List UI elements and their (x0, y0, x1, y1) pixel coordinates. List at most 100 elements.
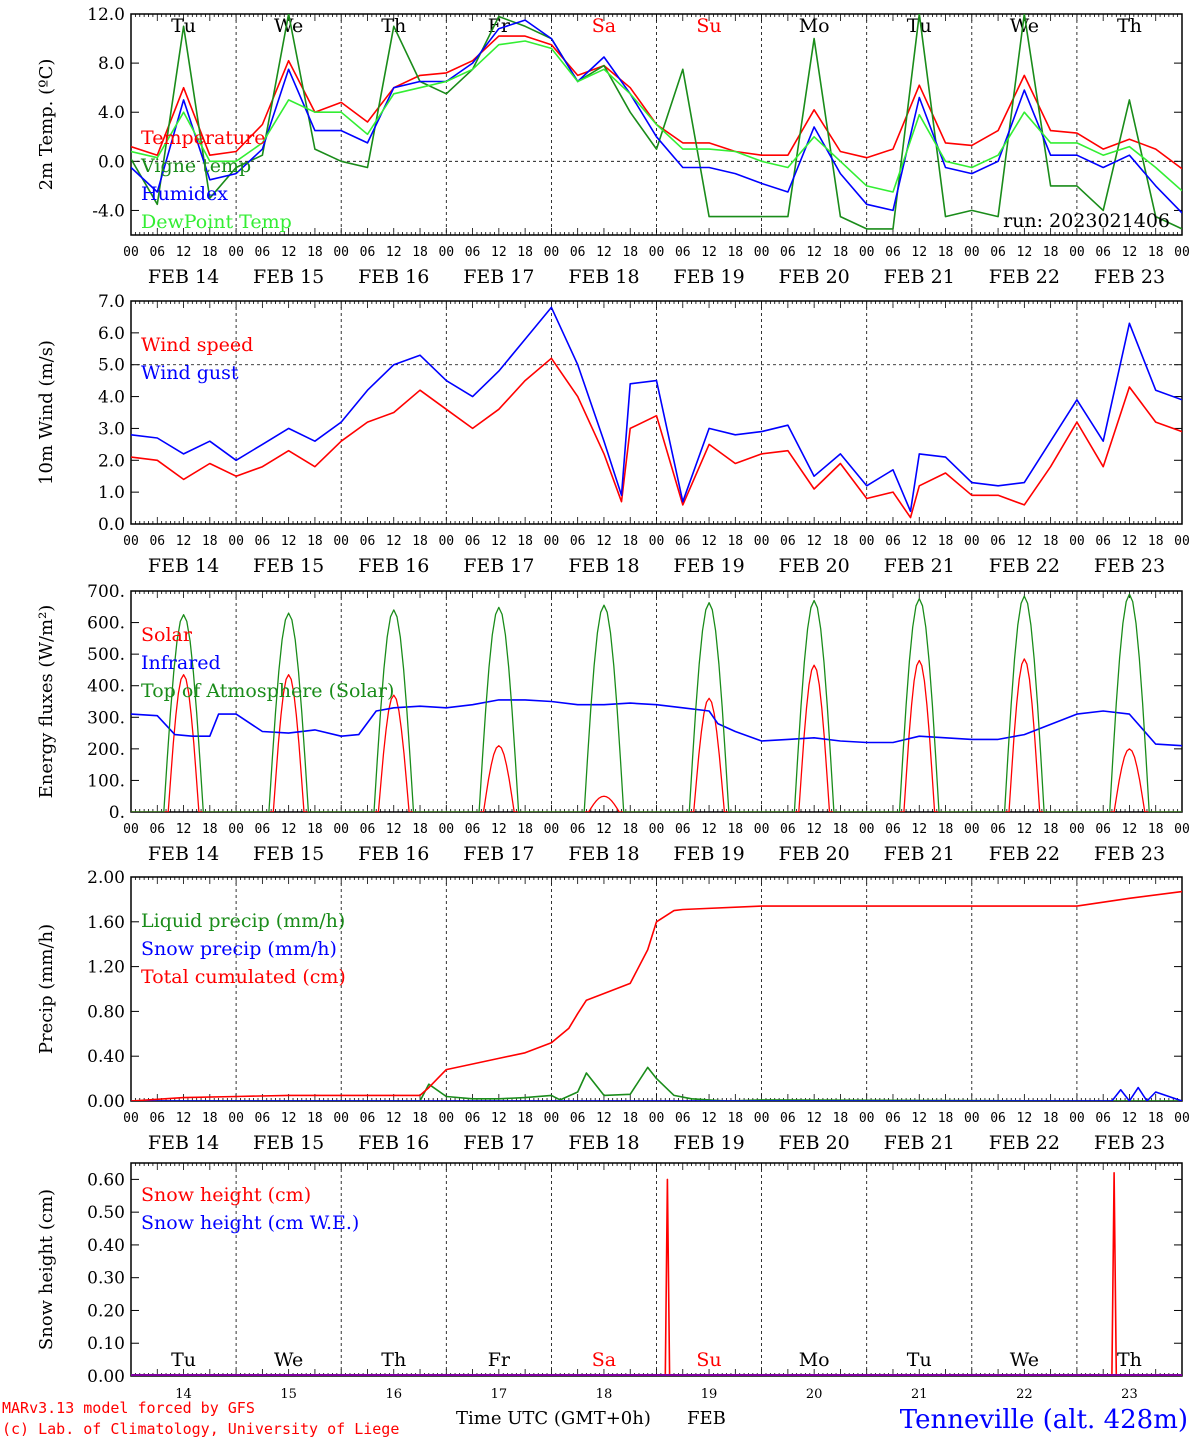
x-tick-label: 06 (360, 822, 376, 837)
y-tick-label: 2.00 (87, 868, 125, 888)
x-tick-label: 00 (649, 1111, 665, 1126)
y-axis-label: 10m Wind (m/s) (36, 340, 57, 485)
date-label: FEB 19 (673, 555, 744, 577)
x-tick-label: 18 (202, 534, 218, 549)
legend-entry: Vigne temp (140, 155, 251, 177)
y-axis: 12.0 8.0 4.0 0.0 -4.0 (87, 5, 1182, 221)
x-tick-label: 12 (596, 822, 612, 837)
y-tick-label: 1.20 (87, 958, 125, 978)
x-tick-label: 06 (570, 1111, 586, 1126)
y-axis-label: Energy fluxes (W/m²) (36, 605, 57, 799)
x-tick-label: 06 (885, 1111, 901, 1126)
x-tick-label: 06 (780, 1111, 796, 1126)
x-tick-label: 12 (176, 1111, 192, 1126)
x-tick-label: 12 (596, 1111, 612, 1126)
x-tick-label: 12 (701, 1111, 717, 1126)
x-tick-label: 06 (1095, 1111, 1111, 1126)
date-label: FEB 20 (779, 555, 850, 577)
x-tick-label: 00 (859, 245, 875, 260)
x-tick-label: 00 (123, 822, 139, 837)
x-tick-label: 00 (859, 822, 875, 837)
date-label: FEB 16 (358, 555, 429, 577)
date-label: FEB 19 (673, 1132, 744, 1154)
date-label: FEB 21 (884, 266, 955, 288)
x-tick-label: 06 (149, 1111, 165, 1126)
date-label: FEB 14 (148, 555, 219, 577)
legend-entry: Top of Atmosphere (Solar) (141, 680, 394, 702)
series-group (131, 593, 1182, 812)
x-tick-label: 18 (833, 245, 849, 260)
x-tick-label: 18 (938, 822, 954, 837)
weekday-label: Su (696, 1349, 721, 1371)
legend-entry: Liquid precip (mm/h) (141, 910, 345, 932)
date-label: FEB 16 (358, 266, 429, 288)
station-name: Tenneville (alt. 428m) (900, 1405, 1188, 1435)
x-tick-label: 12 (806, 245, 822, 260)
x-tick-label: 06 (255, 534, 271, 549)
date-label: FEB 14 (148, 843, 219, 865)
plot-frame (130, 300, 1183, 525)
x-tick-label: 00 (1069, 245, 1085, 260)
y-tick-label: 4.0 (98, 103, 125, 123)
x-tick-label: 06 (360, 534, 376, 549)
x-tick-label: 18 (307, 245, 323, 260)
x-tick-label: 18 (1148, 822, 1164, 837)
y-tick-label: 0.0 (98, 515, 125, 535)
weekday-label: We (274, 15, 303, 37)
legend-entry: Wind gust (141, 362, 239, 384)
x-tick-label: 18 (202, 1111, 218, 1126)
date-label: FEB 22 (989, 1132, 1060, 1154)
weekday-label: Th (1117, 15, 1142, 37)
y-tick-label: 0.00 (87, 1092, 125, 1112)
y-tick-label: 400. (87, 677, 125, 697)
x-tick-label: 12 (1017, 822, 1033, 837)
x-tick-label: 06 (149, 534, 165, 549)
x-tick-label: 18 (727, 245, 743, 260)
weekday-label: Fr (488, 1349, 511, 1371)
x-tick-label: 00 (649, 245, 665, 260)
x-tick-label: 18 (727, 534, 743, 549)
x-tick-label: 12 (596, 245, 612, 260)
x-tick-label: 06 (1095, 822, 1111, 837)
y-tick-label: 0.80 (87, 1002, 125, 1022)
day-number: 15 (280, 1387, 297, 1402)
series-humidex (131, 19, 1182, 214)
chart-panel-1: 12.0 8.0 4.0 0.0 -4.0 2m Temp. (ºC) 00 06 12 18 FE… (36, 5, 1190, 288)
x-tick-label: 00 (228, 534, 244, 549)
x-tick-label: 18 (833, 534, 849, 549)
x-tick-label: 12 (1017, 245, 1033, 260)
x-tick-label: 12 (281, 534, 297, 549)
x-tick-label: 18 (833, 822, 849, 837)
x-tick-label: 18 (622, 245, 638, 260)
x-tick-label: 00 (649, 822, 665, 837)
x-tick-label: 00 (333, 822, 349, 837)
x-tick-label: 18 (202, 822, 218, 837)
x-tick-label: 18 (517, 245, 533, 260)
x-tick-label: 06 (780, 822, 796, 837)
date-label: FEB 20 (779, 1132, 850, 1154)
date-label: FEB 18 (568, 843, 639, 865)
date-label: FEB 18 (568, 1132, 639, 1154)
weekday-label: Sa (592, 1349, 616, 1371)
date-label: FEB 23 (1094, 843, 1165, 865)
x-tick-label: 00 (754, 534, 770, 549)
x-tick-label: 00 (123, 534, 139, 549)
y-tick-label: 5.0 (98, 356, 125, 376)
y-tick-label: 1.0 (98, 483, 125, 503)
legend-entry: Snow precip (mm/h) (141, 938, 337, 960)
x-tick-label: 12 (176, 245, 192, 260)
x-tick-label: 06 (675, 822, 691, 837)
day-number: 22 (1016, 1387, 1033, 1402)
y-tick-label: 0.20 (87, 1301, 125, 1321)
x-tick-label: 12 (911, 245, 927, 260)
weekday-label: We (274, 1349, 303, 1371)
x-tick-label: 12 (491, 822, 507, 837)
x-tick-label: 18 (1148, 534, 1164, 549)
legend-entry: Infrared (141, 652, 221, 674)
date-label: FEB 19 (673, 843, 744, 865)
x-tick-label: 12 (386, 1111, 402, 1126)
x-tick-label: 12 (911, 534, 927, 549)
x-tick-label: 00 (544, 245, 560, 260)
legend-entry: Snow height (cm W.E.) (141, 1212, 359, 1234)
